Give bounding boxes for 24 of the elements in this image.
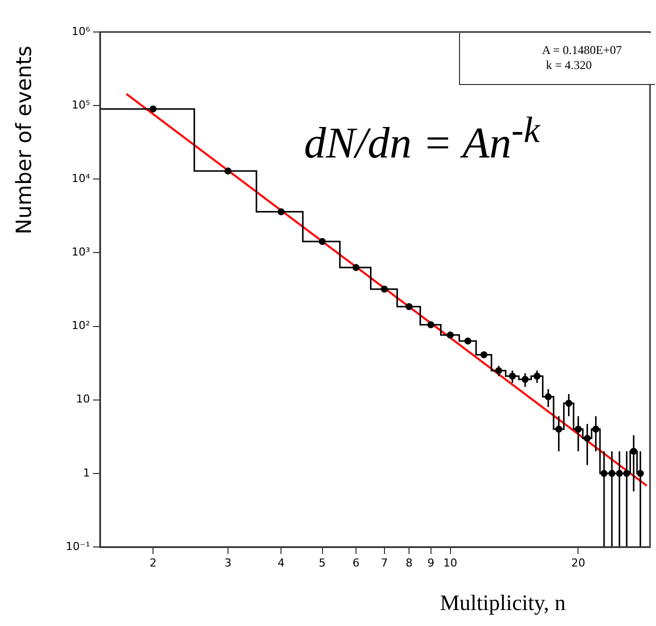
y-tick-label: 10² [72, 319, 90, 332]
y-tick-label: 10³ [72, 246, 90, 259]
x-tick-label: 20 [571, 556, 586, 570]
y-tick-label: 10⁶ [72, 24, 91, 38]
annotation: A = 0.1480E+07 [542, 43, 623, 58]
x-tick-label: 7 [380, 556, 388, 570]
x-tick-label: 10 [443, 556, 458, 570]
y-tick-label: 10⁴ [72, 172, 91, 185]
x-tick-label: 5 [318, 556, 326, 570]
x-tick-label: 2 [150, 556, 157, 570]
y-tick-label: 10 [76, 392, 90, 406]
y-tick-label: 1 [83, 466, 90, 480]
x-tick-label: 6 [352, 556, 360, 570]
y-tick-label: 10⁵ [72, 98, 90, 112]
x-tick-label: 4 [278, 556, 285, 570]
y-tick-label: 10⁻¹ [66, 540, 90, 553]
x-tick-label: 9 [427, 556, 434, 570]
text-box: A = 0.1480E+07 k = 4.320 [459, 33, 655, 85]
y-axis-title: Number of events [12, 46, 36, 234]
x-tick-label: 8 [406, 556, 413, 570]
annotation: k = 4.320 [545, 58, 593, 73]
x-axis-title: Multiplicity, n [440, 590, 566, 616]
annotation: dN/dn = An$^{-k}$ [304, 108, 540, 169]
x-tick-label: 3 [224, 556, 232, 570]
